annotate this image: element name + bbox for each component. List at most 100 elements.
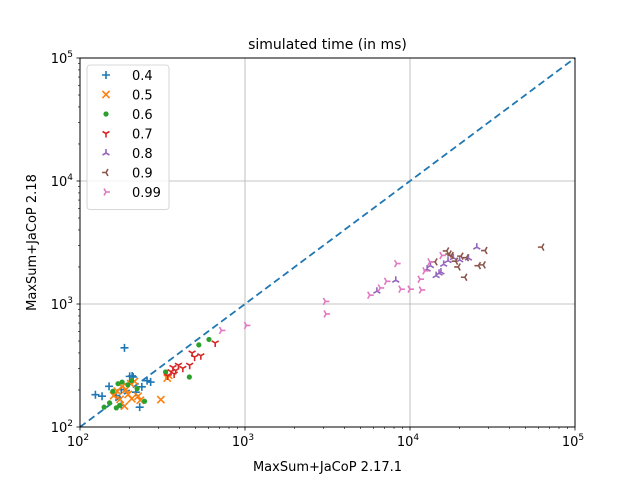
x-tick-label: 104 [397,433,420,450]
data-point-0_9 [445,250,452,258]
dot-marker [128,378,135,384]
x-tick-exponent: 4 [413,433,419,443]
tri-down-marker [178,365,187,373]
chart-title: simulated time (in ms) [248,37,407,53]
tri-right-marker [439,251,446,260]
data-point-0_6 [106,400,113,406]
legend-label: 0.5 [132,89,153,104]
diagonal-line [79,57,576,428]
data-point-0_8 [444,256,452,264]
x-marker [156,395,166,404]
x-tick-base: 10 [232,435,249,450]
tri-left-marker [462,253,470,262]
dot-marker [103,111,109,117]
legend-marker-0_8 [102,149,110,156]
tri-left-marker [537,243,545,251]
legend-marker-0_6 [103,111,109,117]
diagonal-reference [79,57,576,428]
x-tick-base: 10 [562,435,579,450]
data-point-0_99 [322,297,330,306]
dot-marker [162,369,169,375]
dot-marker [106,400,113,406]
data-point-0_4 [105,382,114,391]
data-point-0_6 [196,342,202,348]
y-tick-base: 10 [51,421,68,436]
tri-right-marker [243,321,251,330]
x-tick-exponent: 5 [578,433,584,443]
x-marker [101,90,111,99]
x-tick-base: 10 [397,435,414,450]
data-point-0_9 [460,273,468,282]
data-point-0_9 [454,263,461,271]
plus-marker [120,343,129,352]
data-point-0_99 [407,285,415,294]
data-points [91,243,545,412]
x-marker [133,392,143,401]
legend-label: 0.6 [132,108,153,123]
data-point-0_99 [367,291,374,300]
data-point-0_5 [156,395,166,404]
data-point-0_6 [117,402,123,408]
dot-marker [125,382,131,388]
legend-label: 0.8 [132,147,153,162]
tri-right-marker [377,284,385,292]
data-point-0_99 [427,258,434,266]
data-point-0_8 [439,260,448,268]
tri-up-marker [439,260,448,268]
tri-down-marker [174,362,183,370]
data-point-0_4 [135,403,144,412]
data-point-0_99 [243,321,251,330]
tri-right-marker [323,310,331,318]
data-point-0_6 [119,379,125,385]
tri-down-marker [170,371,179,378]
data-point-0_6 [115,381,121,387]
tri-down-marker [102,130,110,138]
legend-label: 0.7 [132,128,153,143]
data-point-0_8 [373,287,381,294]
y-tick-exponent: 5 [67,50,73,60]
dot-marker [196,342,202,348]
tri-left-marker [460,273,468,282]
data-point-0_9 [479,261,486,269]
plot-frame [79,57,576,428]
data-point-0_99 [439,251,446,260]
data-point-0_6 [134,386,140,392]
data-point-0_9 [537,243,545,251]
x-marker [120,401,129,411]
data-point-0_4 [98,392,107,401]
data-point-0_5 [127,394,136,403]
legend-marker-0_9 [102,168,109,177]
legend-marker-0_5 [101,90,111,99]
data-point-0_4 [91,390,100,399]
plus-marker [91,390,100,399]
data-point-0_6 [206,336,212,343]
tri-right-marker [367,291,374,300]
tri-up-marker [102,149,110,156]
legend-label: 0.4 [132,69,153,84]
x-tick-label: 105 [562,433,584,450]
tri-left-marker [454,263,461,271]
data-point-0_9 [451,257,459,266]
tri-up-marker [391,276,400,283]
data-point-0_6 [186,374,192,380]
data-point-0_7 [174,362,183,370]
legend-marker-0_7 [102,130,110,138]
data-point-0_7 [211,340,220,347]
data-point-0_7 [185,362,194,370]
x-tick-base: 10 [67,435,84,450]
tri-left-marker [102,168,109,177]
tri-left-marker [479,261,486,269]
data-point-0_5 [133,392,143,401]
tri-left-marker [445,250,452,258]
tri-up-marker [437,268,445,275]
x-marker [115,395,125,404]
y-tick-base: 10 [51,52,68,67]
data-point-0_4 [137,382,146,391]
data-point-0_8 [437,268,445,275]
data-point-0_9 [462,253,470,262]
data-point-0_99 [422,266,429,275]
plus-marker [135,403,144,412]
tri-right-marker [322,297,330,306]
data-point-0_99 [383,277,391,286]
